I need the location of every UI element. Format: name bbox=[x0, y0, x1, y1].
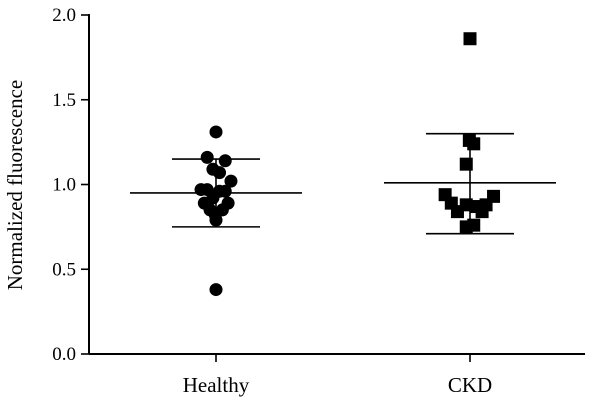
y-tick-label: 0.0 bbox=[52, 344, 76, 365]
data-point-healthy bbox=[224, 174, 238, 188]
data-point-ckd bbox=[467, 137, 481, 151]
y-tick-label: 0.5 bbox=[52, 259, 76, 280]
error-bars bbox=[130, 132, 556, 235]
data-point-healthy bbox=[218, 154, 232, 168]
data-point-healthy bbox=[200, 150, 214, 164]
x-ticks: Healthy CKD bbox=[183, 354, 492, 397]
data-point-ckd bbox=[463, 32, 477, 46]
x-category-label-healthy: Healthy bbox=[183, 373, 250, 397]
data-point-healthy bbox=[218, 184, 232, 198]
y-tick-label: 1.5 bbox=[52, 90, 76, 111]
y-tick-label: 1.0 bbox=[52, 175, 76, 196]
data-point-ckd bbox=[487, 189, 501, 203]
x-category-label-ckd: CKD bbox=[448, 373, 492, 397]
data-point-ckd bbox=[459, 157, 473, 171]
data-point-healthy bbox=[213, 166, 227, 180]
axes bbox=[88, 14, 585, 355]
data-points bbox=[194, 32, 501, 297]
data-point-ckd bbox=[459, 198, 473, 212]
y-tick-label: 2.0 bbox=[52, 5, 76, 26]
data-point-healthy bbox=[209, 213, 223, 227]
data-point-healthy bbox=[209, 125, 223, 139]
y-ticks: 0.0 0.5 1.0 1.5 2.0 bbox=[52, 5, 89, 365]
data-point-ckd bbox=[467, 218, 481, 232]
data-point-healthy bbox=[209, 283, 223, 297]
y-axis-label: Normalized fluorescence bbox=[3, 80, 27, 290]
